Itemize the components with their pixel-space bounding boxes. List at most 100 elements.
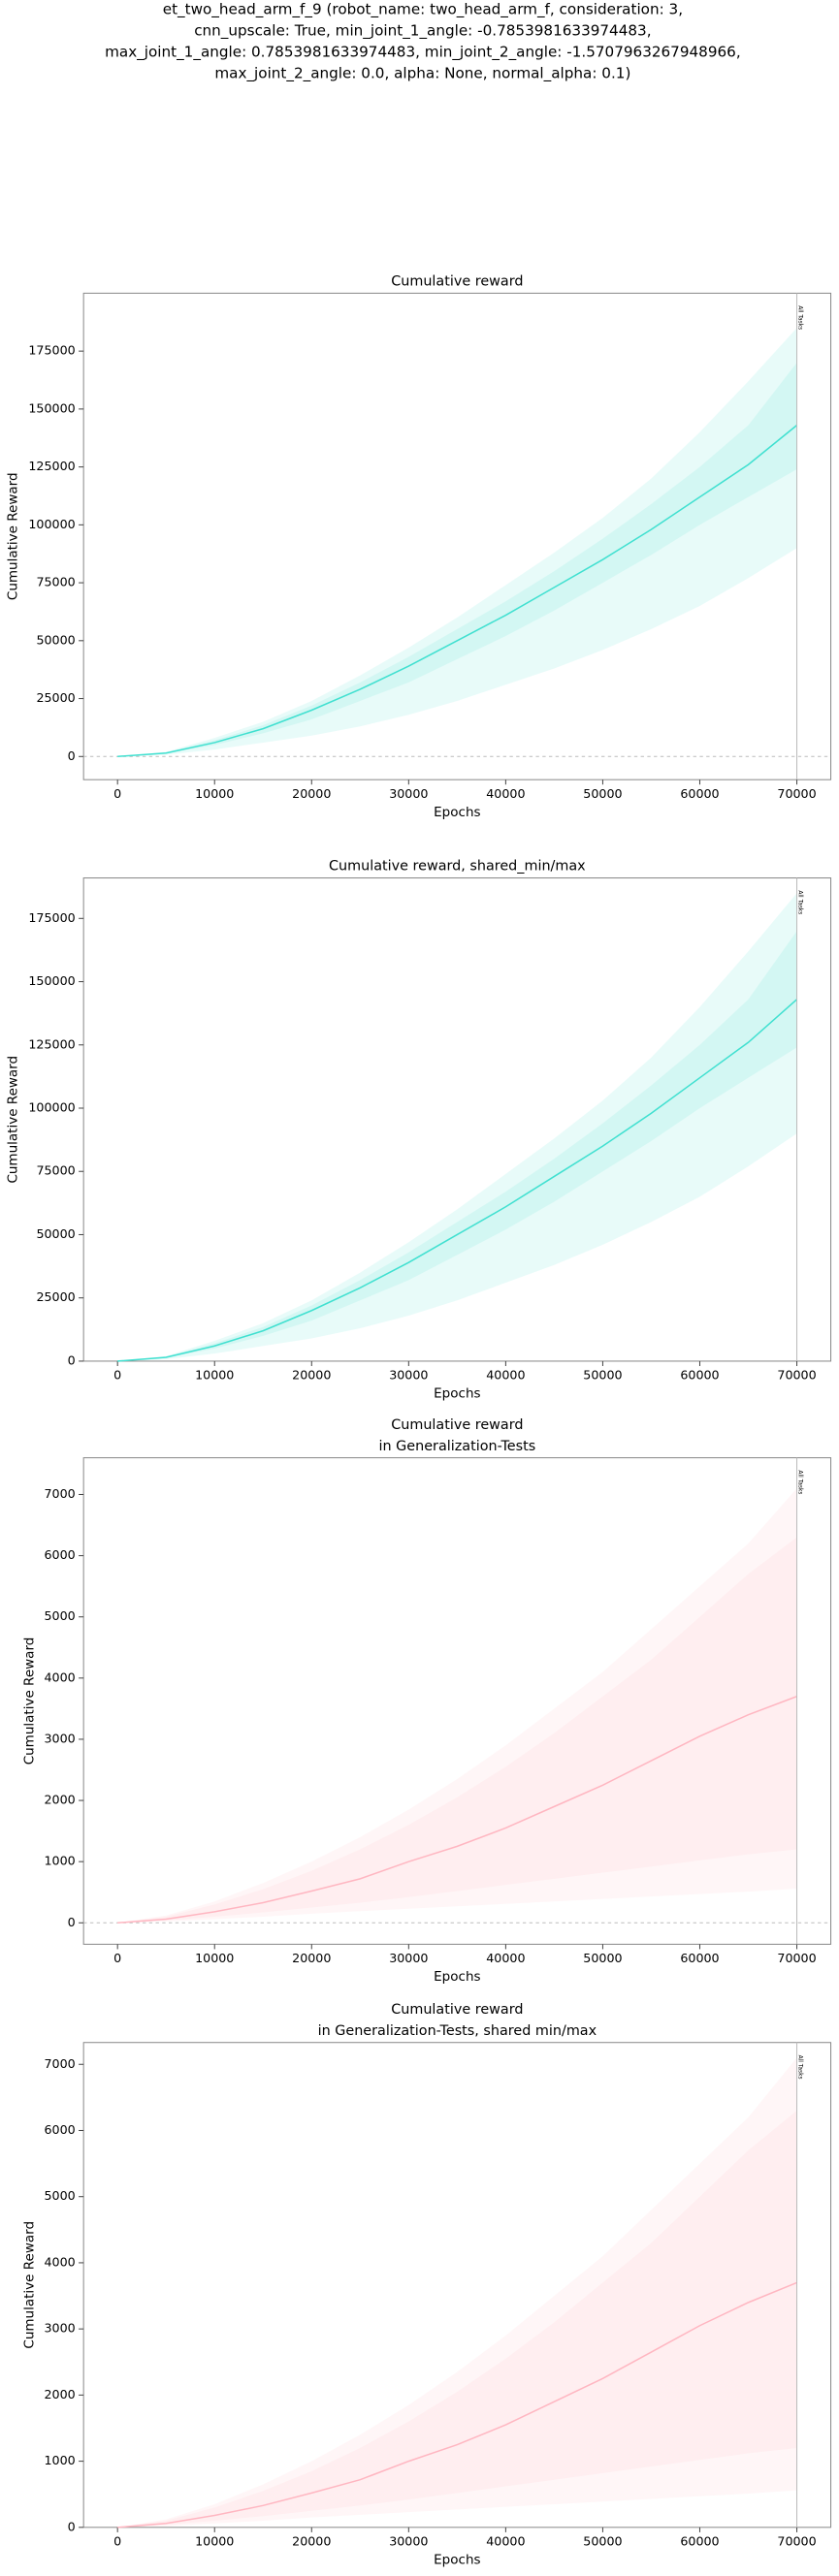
y-tick-label: 4000 (44, 2254, 75, 2269)
x-axis-label: Epochs (434, 805, 480, 820)
x-tick-label: 0 (113, 1951, 121, 1965)
y-axis-label: Cumulative Reward (21, 2221, 37, 2349)
y-tick-label: 3000 (44, 2321, 75, 2336)
min-max-band (117, 2057, 797, 2528)
x-tick-label: 60000 (680, 786, 719, 801)
chart-title: Cumulative reward (391, 2002, 523, 2018)
x-tick-label: 40000 (486, 786, 525, 801)
y-tick-label: 5000 (44, 1608, 75, 1623)
mean-line (117, 425, 798, 758)
x-tick-label: 50000 (583, 786, 622, 801)
y-tick-label: 6000 (44, 1547, 75, 1562)
y-tick-label: 25000 (36, 1289, 75, 1304)
x-axis-label: Epochs (434, 1969, 480, 1985)
x-axis-label: Epochs (434, 2553, 480, 2568)
y-tick-label: 1000 (44, 2453, 75, 2467)
x-tick-label: 50000 (583, 1368, 622, 1383)
std-band (117, 2111, 797, 2528)
x-tick-label: 40000 (486, 2534, 525, 2549)
y-tick-label: 2000 (44, 1793, 75, 1807)
figure-title: max_joint_2_angle: 0.0, alpha: None, nor… (214, 65, 630, 83)
x-tick-label: 20000 (292, 786, 331, 801)
y-tick-label: 25000 (36, 690, 75, 705)
y-tick-label: 4000 (44, 1670, 75, 1684)
x-tick-label: 10000 (195, 2534, 234, 2549)
x-tick-label: 0 (113, 786, 121, 801)
chart-title: Cumulative reward (391, 1417, 523, 1433)
y-tick-label: 3000 (44, 1731, 75, 1745)
y-tick-label: 5000 (44, 2188, 75, 2203)
y-tick-label: 125000 (28, 459, 75, 473)
y-tick-label: 0 (68, 1915, 76, 1929)
task-annotation: All Tasks (796, 305, 802, 330)
task-annotation: All Tasks (796, 2055, 802, 2080)
figure-title: cnn_upscale: True, min_joint_1_angle: -0… (194, 22, 651, 41)
y-tick-label: 75000 (36, 575, 75, 589)
y-axis-label: Cumulative Reward (21, 1638, 37, 1765)
x-tick-label: 60000 (680, 2534, 719, 2549)
chart-title: in Generalization-Tests, shared min/max (318, 2023, 597, 2039)
min-max-band (117, 893, 797, 1361)
y-tick-label: 175000 (28, 910, 75, 925)
y-tick-label: 0 (68, 1352, 76, 1367)
plot-frame (82, 877, 832, 1362)
mean-line (117, 999, 798, 1362)
x-tick-label: 10000 (195, 786, 234, 801)
figure-title: max_joint_1_angle: 0.7853981633974483, m… (105, 44, 741, 62)
y-tick-label: 0 (68, 2519, 76, 2533)
x-tick-label: 10000 (195, 1368, 234, 1383)
x-tick-label: 0 (113, 2534, 121, 2549)
y-tick-label: 100000 (28, 517, 75, 531)
y-tick-label: 175000 (28, 343, 75, 358)
task-annotation: All Tasks (796, 1470, 802, 1494)
y-axis-label: Cumulative Reward (6, 472, 21, 600)
x-tick-label: 70000 (777, 1368, 816, 1383)
y-tick-label: 75000 (36, 1163, 75, 1178)
y-tick-label: 150000 (28, 973, 75, 988)
chart-title: Cumulative reward, shared_min/max (329, 859, 586, 875)
std-band (117, 1537, 797, 1924)
y-tick-label: 150000 (28, 400, 75, 415)
y-tick-label: 100000 (28, 1099, 75, 1114)
x-tick-label: 60000 (680, 1951, 719, 1965)
y-tick-label: 7000 (44, 2056, 75, 2071)
plot-frame (82, 1457, 832, 1945)
x-tick-label: 30000 (389, 786, 428, 801)
y-tick-label: 2000 (44, 2387, 75, 2401)
plot-frame (82, 292, 832, 780)
x-tick-label: 70000 (777, 2534, 816, 2549)
mean-line (117, 1696, 797, 1924)
x-tick-label: 70000 (777, 786, 816, 801)
min-max-band (117, 1488, 797, 1924)
y-tick-label: 50000 (36, 632, 75, 647)
y-tick-label: 0 (68, 748, 76, 763)
plot-frame (82, 2042, 832, 2528)
task-annotation: All Tasks (796, 890, 802, 914)
figure-title: et_two_head_arm_f_9 (robot_name: two_hea… (163, 1, 683, 19)
x-tick-label: 20000 (292, 2534, 331, 2549)
y-tick-label: 7000 (44, 1486, 75, 1501)
y-tick-label: 50000 (36, 1226, 75, 1241)
y-tick-label: 125000 (28, 1036, 75, 1051)
x-tick-label: 40000 (486, 1368, 525, 1383)
x-tick-label: 70000 (777, 1951, 816, 1965)
min-max-band (117, 328, 797, 757)
x-tick-label: 20000 (292, 1951, 331, 1965)
y-tick-label: 1000 (44, 1854, 75, 1868)
mean-line (117, 2281, 797, 2528)
x-tick-label: 60000 (680, 1368, 719, 1383)
x-tick-label: 10000 (195, 1951, 234, 1965)
x-tick-label: 40000 (486, 1951, 525, 1965)
x-tick-label: 0 (113, 1368, 121, 1383)
x-tick-label: 50000 (583, 1951, 622, 1965)
x-tick-label: 30000 (389, 1368, 428, 1383)
chart-title: in Generalization-Tests (379, 1439, 536, 1454)
x-tick-label: 30000 (389, 1951, 428, 1965)
x-tick-label: 30000 (389, 2534, 428, 2549)
x-axis-label: Epochs (434, 1386, 480, 1402)
y-tick-label: 6000 (44, 2122, 75, 2137)
y-axis-label: Cumulative Reward (6, 1056, 21, 1184)
chart-title: Cumulative reward (391, 274, 523, 290)
